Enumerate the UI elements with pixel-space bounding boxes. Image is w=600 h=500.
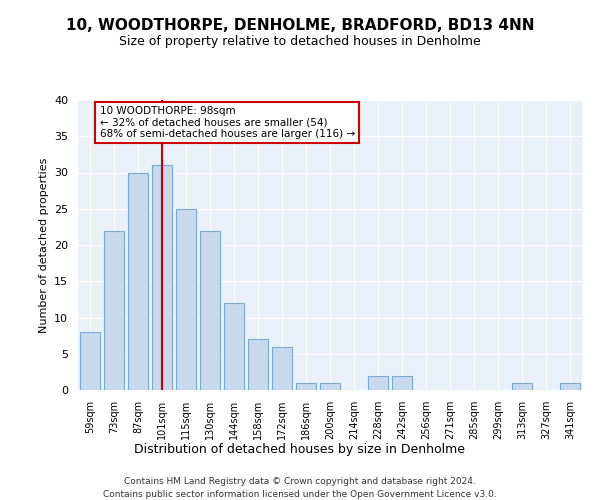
Bar (296, 383, 316, 390)
Bar (128, 172, 148, 390)
Bar (104, 230, 124, 390)
Y-axis label: Number of detached properties: Number of detached properties (38, 158, 49, 332)
Bar (272, 346, 292, 390)
Bar (512, 383, 532, 390)
Text: 10, WOODTHORPE, DENHOLME, BRADFORD, BD13 4NN: 10, WOODTHORPE, DENHOLME, BRADFORD, BD13… (66, 18, 534, 32)
Bar (80, 332, 100, 390)
Text: Contains HM Land Registry data © Crown copyright and database right 2024.: Contains HM Land Registry data © Crown c… (124, 478, 476, 486)
Bar (248, 339, 268, 390)
Bar (176, 209, 196, 390)
Bar (392, 376, 412, 390)
Bar (152, 165, 172, 390)
Bar (560, 383, 580, 390)
Bar (200, 230, 220, 390)
Bar (320, 383, 340, 390)
Bar (224, 303, 244, 390)
Text: 10 WOODTHORPE: 98sqm
← 32% of detached houses are smaller (54)
68% of semi-detac: 10 WOODTHORPE: 98sqm ← 32% of detached h… (100, 106, 355, 139)
Text: Distribution of detached houses by size in Denholme: Distribution of detached houses by size … (134, 442, 466, 456)
Text: Contains public sector information licensed under the Open Government Licence v3: Contains public sector information licen… (103, 490, 497, 499)
Text: Size of property relative to detached houses in Denholme: Size of property relative to detached ho… (119, 35, 481, 48)
Bar (368, 376, 388, 390)
